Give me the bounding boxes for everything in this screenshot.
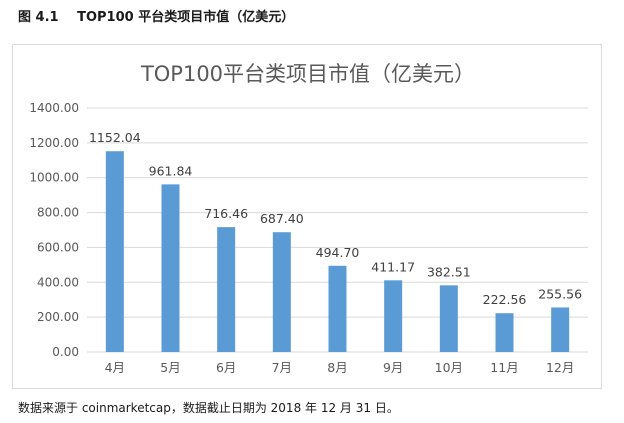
x-tick-label: 5月	[160, 360, 180, 375]
y-tick-label: 600.00	[37, 240, 79, 254]
bar	[272, 232, 291, 352]
data-label: 382.51	[427, 264, 471, 279]
figure-number: 图 4.1	[18, 10, 59, 25]
chart-container: TOP100平台类项目市值（亿美元） 0.00 200.00 400.00 600.00…	[12, 44, 602, 389]
data-label: 1152.04	[89, 130, 141, 145]
bar-chart: TOP100平台类项目市值（亿美元） 0.00 200.00 400.00 600.00…	[29, 62, 588, 375]
bar	[384, 280, 403, 352]
x-tick-label: 10月	[435, 360, 463, 375]
data-label: 411.17	[371, 259, 415, 274]
bar	[161, 184, 180, 352]
source-note: 数据来源于 coinmarketcap，数据截止日期为 2018 年 12 月 …	[18, 401, 399, 415]
data-label: 222.56	[483, 292, 527, 307]
x-tick-label: 4月	[105, 360, 125, 375]
y-tick-label: 1000.00	[29, 171, 79, 185]
y-tick-label: 0.00	[52, 345, 79, 359]
data-label: 716.46	[204, 206, 248, 221]
y-tick-label: 1400.00	[29, 101, 79, 115]
y-tick-label: 200.00	[37, 310, 79, 324]
x-tick-label: 12月	[546, 360, 574, 375]
bar	[328, 265, 347, 352]
figure-caption: 图 4.1 TOP100 平台类项目市值（亿美元）	[18, 6, 294, 25]
y-tick-label: 400.00	[37, 275, 79, 289]
data-label: 255.56	[538, 286, 582, 301]
data-label: 687.40	[260, 211, 304, 226]
x-tick-label: 7月	[272, 360, 292, 375]
bar	[217, 227, 236, 352]
bar	[495, 313, 514, 352]
figure-title: TOP100 平台类项目市值（亿美元）	[77, 10, 295, 25]
data-label: 961.84	[149, 163, 193, 178]
x-tick-label: 11月	[490, 360, 518, 375]
bar	[551, 307, 570, 352]
data-label: 494.70	[316, 245, 360, 260]
bar	[439, 285, 458, 352]
y-tick-label: 1200.00	[29, 136, 79, 150]
x-tick-label: 6月	[216, 360, 236, 375]
x-tick-label: 8月	[327, 360, 347, 375]
y-tick-label: 800.00	[37, 206, 79, 220]
bar	[105, 151, 124, 352]
chart-title: TOP100平台类项目市值（亿美元）	[140, 62, 475, 86]
x-tick-label: 9月	[383, 360, 403, 375]
